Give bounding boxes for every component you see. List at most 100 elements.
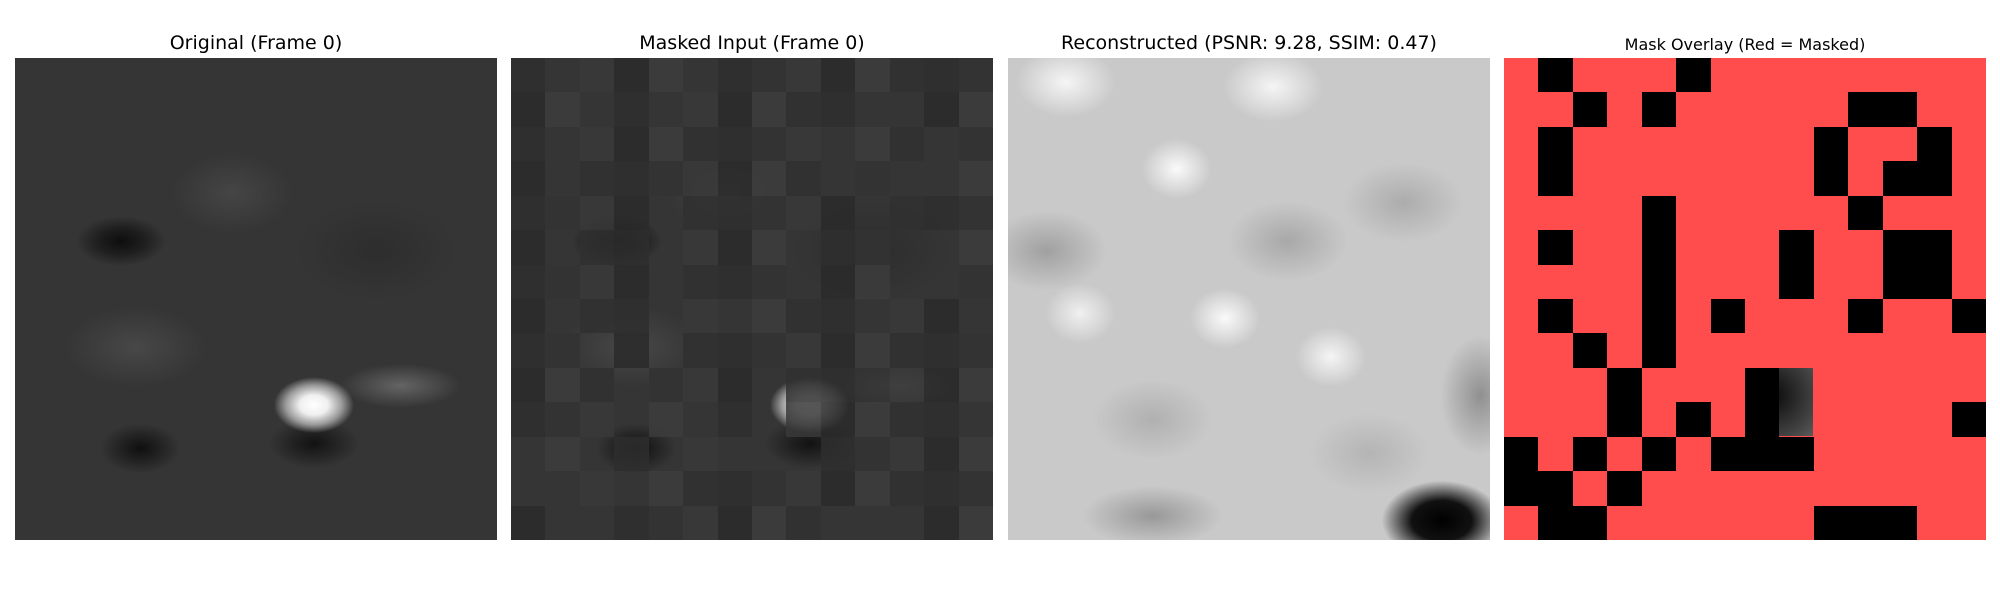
masked-patch bbox=[924, 333, 959, 368]
masked-patch bbox=[511, 299, 546, 334]
masked-patch bbox=[511, 505, 546, 540]
masked-patch bbox=[820, 471, 856, 506]
visible-patch bbox=[1848, 195, 1883, 231]
masked-patch bbox=[889, 299, 925, 334]
masked-patch bbox=[924, 471, 959, 506]
visible-patch bbox=[1917, 264, 1952, 299]
original-panel: Original (Frame 0) bbox=[15, 0, 497, 600]
masked-patch bbox=[889, 436, 925, 472]
masked-patch bbox=[545, 402, 580, 437]
visible-patch bbox=[1745, 436, 1780, 472]
visible-patch bbox=[1641, 264, 1677, 299]
mask-overlay-panel: Mask Overlay (Red = Masked) bbox=[1504, 0, 1986, 600]
masked-patch bbox=[579, 367, 615, 403]
masked-patch bbox=[717, 92, 752, 127]
masked-patch bbox=[855, 230, 890, 265]
masked-patch bbox=[786, 505, 821, 540]
masked-patch bbox=[614, 161, 649, 196]
masked-patch bbox=[683, 264, 718, 299]
masked-patch bbox=[855, 161, 890, 196]
masked-patch bbox=[683, 333, 718, 368]
reconstructed-title: Reconstructed (PSNR: 9.28, SSIM: 0.47) bbox=[1061, 32, 1437, 54]
visible-patch bbox=[1572, 333, 1608, 368]
visible-patch bbox=[1504, 471, 1539, 506]
masked-patch bbox=[752, 92, 787, 127]
masked-patch bbox=[958, 505, 993, 540]
visible-patch bbox=[1882, 264, 1918, 299]
masked-patch bbox=[752, 264, 787, 299]
masked-patch bbox=[820, 264, 856, 299]
visible-patch bbox=[1917, 230, 1952, 265]
masked-patch bbox=[511, 161, 546, 196]
masked-patch bbox=[545, 195, 580, 231]
masked-patch bbox=[855, 367, 890, 403]
masked-patch bbox=[889, 367, 925, 403]
visible-patch bbox=[1504, 436, 1539, 472]
masked-patch bbox=[752, 505, 787, 540]
visible-patch bbox=[1641, 230, 1677, 265]
masked-patch bbox=[855, 402, 890, 437]
masked-patch bbox=[752, 161, 787, 196]
masked-patch bbox=[648, 471, 684, 506]
masked-patch bbox=[717, 58, 752, 93]
visible-patch bbox=[1572, 505, 1608, 540]
masked-patch bbox=[545, 333, 580, 368]
masked-patch bbox=[924, 505, 959, 540]
masked-patch bbox=[786, 471, 821, 506]
masked-patch bbox=[924, 92, 959, 127]
masked-input-panel: Masked Input (Frame 0) bbox=[511, 0, 993, 600]
visible-patch bbox=[1641, 333, 1677, 368]
masked-patch bbox=[511, 92, 546, 127]
masked-patch bbox=[752, 126, 787, 162]
visible-patch bbox=[1882, 92, 1918, 127]
visible-patch bbox=[1538, 126, 1573, 162]
masked-patch bbox=[614, 230, 649, 265]
masked-patch bbox=[717, 333, 752, 368]
masked-patch bbox=[511, 58, 546, 93]
masked-patch bbox=[614, 264, 649, 299]
masked-patch bbox=[889, 126, 925, 162]
visible-patch bbox=[1917, 126, 1952, 162]
visible-patch bbox=[1779, 436, 1814, 472]
visible-patch bbox=[1951, 402, 1986, 437]
visible-patch bbox=[1572, 436, 1608, 472]
masked-patch bbox=[545, 92, 580, 127]
masked-patch bbox=[958, 161, 993, 196]
visible-patch bbox=[1710, 299, 1745, 334]
visible-patch bbox=[1538, 471, 1573, 506]
masked-patch bbox=[614, 505, 649, 540]
masked-patch bbox=[545, 367, 580, 403]
masked-patch bbox=[820, 58, 856, 93]
masked-patch bbox=[717, 471, 752, 506]
masked-patch bbox=[786, 402, 821, 437]
masked-patch bbox=[511, 195, 546, 231]
masked-patch bbox=[958, 92, 993, 127]
masked-patch bbox=[958, 126, 993, 162]
reconstructed-image bbox=[1008, 58, 1490, 540]
masked-patch bbox=[614, 299, 649, 334]
masked-patch bbox=[889, 333, 925, 368]
masked-patch bbox=[924, 436, 959, 472]
masked-patch bbox=[683, 471, 718, 506]
masked-patch bbox=[958, 230, 993, 265]
masked-patch bbox=[579, 126, 615, 162]
visible-patch bbox=[1676, 58, 1711, 93]
masked-patch bbox=[752, 471, 787, 506]
masked-patch bbox=[820, 333, 856, 368]
masked-patch bbox=[614, 333, 649, 368]
masked-patch bbox=[579, 161, 615, 196]
masked-patch bbox=[614, 92, 649, 127]
visible-patch bbox=[1779, 230, 1814, 265]
masked-patch bbox=[683, 126, 718, 162]
visible-patch bbox=[1745, 402, 1780, 437]
masked-patch bbox=[683, 195, 718, 231]
reconstructed-panel: Reconstructed (PSNR: 9.28, SSIM: 0.47) bbox=[1008, 0, 1490, 600]
masked-patch bbox=[786, 195, 821, 231]
masked-patch bbox=[545, 436, 580, 472]
masked-patch bbox=[924, 402, 959, 437]
masked-patch bbox=[717, 402, 752, 437]
masked-input-title: Masked Input (Frame 0) bbox=[639, 32, 865, 54]
masked-patch bbox=[579, 402, 615, 437]
masked-patch bbox=[958, 367, 993, 403]
masked-patch bbox=[683, 230, 718, 265]
